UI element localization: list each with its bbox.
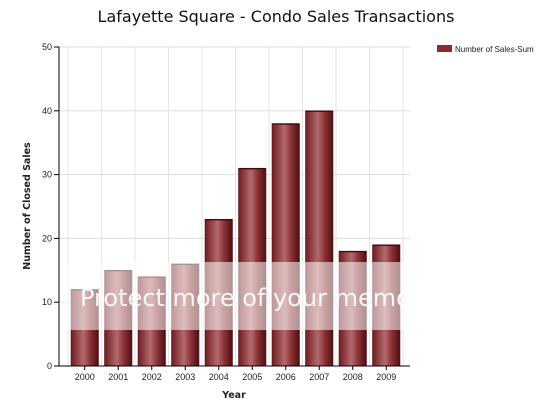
x-tick-label: 2001 xyxy=(108,372,128,382)
x-tick-label: 2005 xyxy=(242,372,262,382)
legend-swatch xyxy=(437,45,452,52)
legend: Number of Sales-Sum xyxy=(437,45,534,54)
y-tick-label: 40 xyxy=(42,106,52,116)
x-tick-label: 2000 xyxy=(75,372,95,382)
watermark-band xyxy=(60,262,410,330)
x-tick-label: 2007 xyxy=(309,372,329,382)
x-axis-title: Year xyxy=(221,390,246,401)
y-tick-label: 10 xyxy=(42,297,52,307)
y-tick-label: 30 xyxy=(42,170,52,180)
x-tick-label: 2003 xyxy=(175,372,195,382)
watermark-text: Protect more of your memories xyxy=(80,284,455,312)
y-axis-title: Number of Closed Sales xyxy=(22,142,33,270)
x-tick-label: 2008 xyxy=(343,372,363,382)
chart-title: Lafayette Square - Condo Sales Transacti… xyxy=(97,7,455,26)
legend-label: Number of Sales-Sum xyxy=(455,45,534,54)
watermark: Protect more of your memories xyxy=(60,262,455,330)
x-tick-label: 2004 xyxy=(209,372,229,382)
y-tick-label: 50 xyxy=(42,42,52,52)
y-tick-label: 0 xyxy=(47,361,52,371)
x-tick-label: 2002 xyxy=(142,372,162,382)
x-tick-label: 2009 xyxy=(376,372,396,382)
x-tick-label: 2006 xyxy=(276,372,296,382)
axes: 0 10 20 30 40 50 2000 2001 2002 2003 2004 2005 2006 2… xyxy=(42,42,410,382)
y-tick-label: 20 xyxy=(42,233,52,243)
